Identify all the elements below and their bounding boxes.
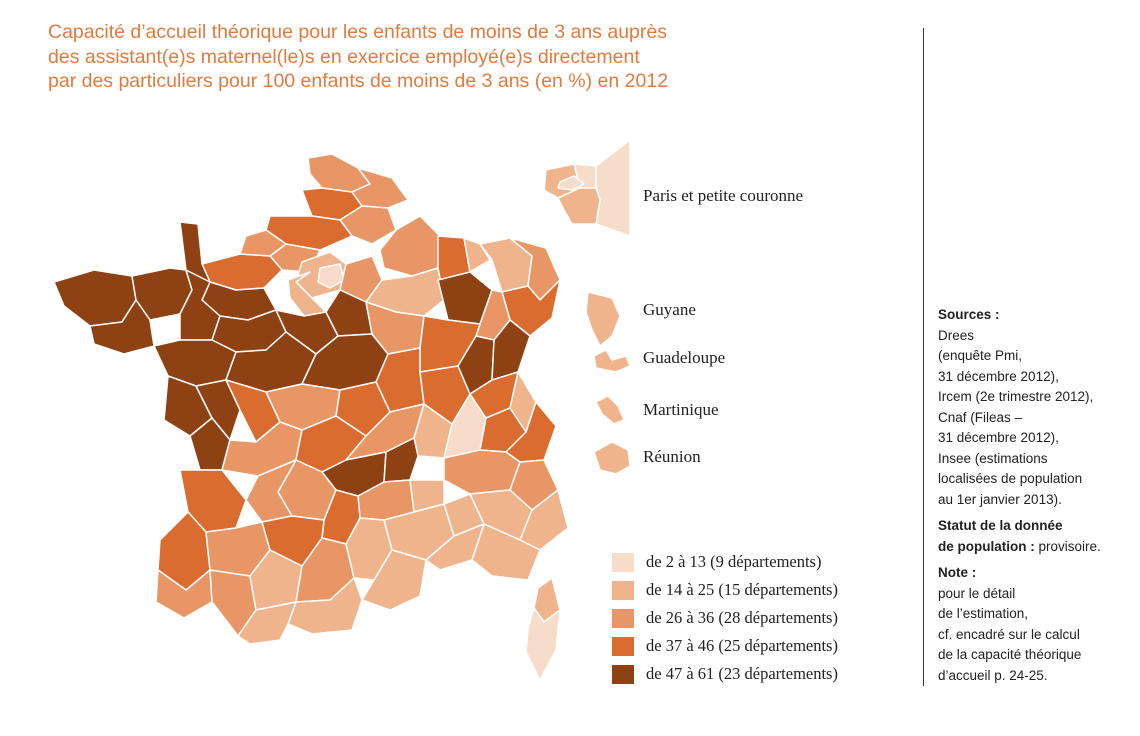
legend-label: de 14 à 25 (15 départements) [646, 580, 838, 599]
sources-panel: Sources : Drees (enquête Pmi, 31 décembr… [938, 305, 1138, 686]
sources-line: Insee (estimations [938, 450, 1048, 466]
legend-item: de 2 à 13 (9 départements) [612, 548, 838, 576]
department [519, 489, 569, 551]
reunion-shape [593, 441, 631, 475]
note-line: cf. encadré sur le calcul [938, 626, 1080, 642]
department [525, 607, 561, 681]
sources-line: 31 décembre 2012), [938, 368, 1059, 384]
department [595, 140, 631, 237]
department [89, 299, 155, 355]
legend-label: de 37 à 46 (25 départements) [646, 636, 838, 655]
paris-label: Paris et petite couronne [643, 186, 804, 205]
map-legend: de 2 à 13 (9 départements) de 14 à 25 (1… [612, 548, 838, 688]
reunion-label: Réunion [643, 447, 701, 466]
department [491, 319, 531, 381]
note-line: pour le détail [938, 585, 1016, 601]
legend-item: de 37 à 46 (25 départements) [612, 632, 838, 660]
sources-line: au 1er janvier 2013). [938, 491, 1062, 507]
department [237, 601, 297, 645]
department [307, 153, 371, 193]
guyane-label: Guyane [643, 300, 696, 319]
status-heading: Statut de la donnée [938, 518, 1063, 533]
department [239, 229, 287, 257]
department [195, 379, 241, 441]
martinique-label: Martinique [643, 400, 719, 419]
department [425, 523, 485, 571]
guadeloupe-label: Guadeloupe [643, 348, 726, 367]
sources-line: Ircem (2e trimestre 2012), [938, 389, 1094, 404]
note-line: d’accueil p. 24-25. [938, 667, 1048, 683]
department [443, 449, 521, 495]
martinique-shape [594, 395, 625, 425]
sources-line: (enquête Pmi, [938, 348, 1023, 363]
france-choropleth-map [53, 140, 631, 681]
sources-line: 31 décembre 2012), [938, 430, 1059, 445]
vertical-divider [923, 28, 924, 686]
sources-line: localisées de population [938, 471, 1083, 486]
legend-swatch [612, 552, 634, 572]
title-line-2: des assistant(e)s maternel(le)s en exerc… [48, 45, 640, 68]
sources-line: Drees [938, 327, 975, 343]
sources-heading: Sources : [938, 307, 1000, 322]
map-title: Capacité d’accueil théorique pour les en… [48, 20, 908, 94]
note-line: de l’estimation, [938, 606, 1029, 621]
legend-swatch [612, 608, 634, 628]
title-line-1: Capacité d’accueil théorique pour les en… [48, 21, 667, 43]
department [53, 269, 137, 327]
legend-item: de 47 à 61 (23 départements) [612, 660, 838, 688]
legend-item: de 14 à 25 (15 départements) [612, 576, 838, 604]
department [287, 577, 363, 635]
department [413, 403, 453, 459]
department [153, 339, 237, 387]
department [317, 263, 345, 289]
legend-swatch [612, 664, 634, 684]
department [557, 175, 585, 191]
legend-label: de 26 à 36 (28 départements) [646, 608, 838, 627]
legend-swatch [612, 636, 634, 656]
department [557, 187, 601, 225]
department [463, 237, 491, 273]
note-line: de la capacité théorique [938, 647, 1082, 662]
legend-label: de 47 à 61 (23 départements) [646, 664, 838, 683]
title-line-3: par des particuliers pour 100 enfants de… [48, 70, 669, 92]
guadeloupe-shape [593, 349, 631, 373]
mainland-france [53, 153, 569, 681]
legend-swatch [612, 580, 634, 600]
legend-label: de 2 à 13 (9 départements) [646, 552, 822, 571]
status-value: provisoire. [1038, 538, 1101, 554]
status-heading: de population : [938, 538, 1035, 554]
note-heading: Note : [938, 565, 977, 580]
department [383, 437, 419, 483]
guyane-shape [585, 291, 621, 348]
sources-line: Cnaf (Fileas – [938, 409, 1023, 425]
legend-item: de 26 à 36 (28 départements) [612, 604, 838, 632]
paris-inset [543, 140, 631, 237]
